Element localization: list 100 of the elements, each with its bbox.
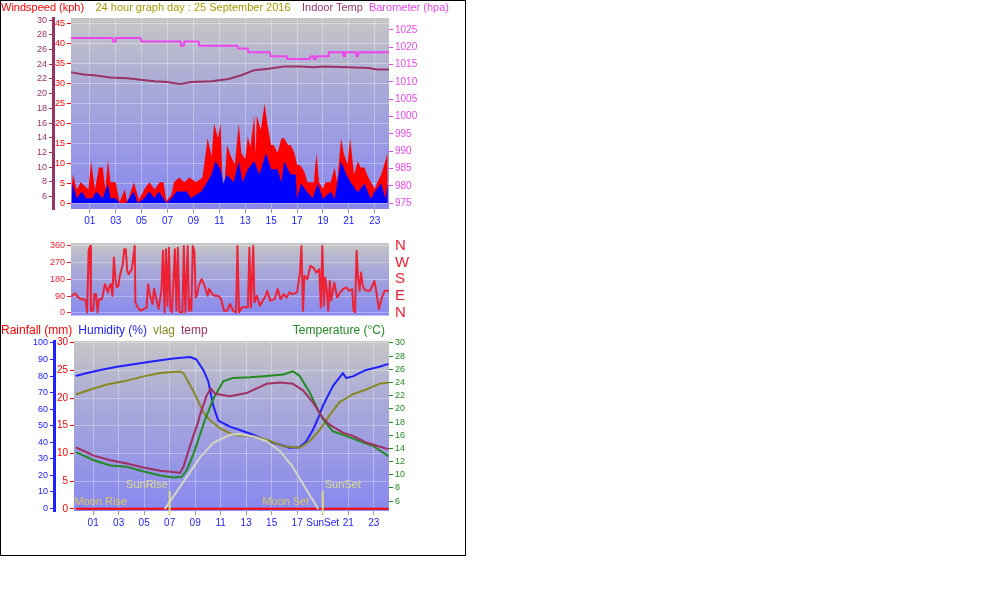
y3-axis-title: Humidity (%)	[78, 323, 148, 337]
text: temp	[181, 323, 208, 337]
x-tick-label: 17	[291, 214, 304, 226]
y2-tick-label: 18	[395, 416, 406, 427]
y-tick-label: 25	[54, 98, 65, 109]
x-tick-label: 07	[161, 214, 174, 226]
y-tick-label: 0	[62, 502, 69, 514]
x-tick-label: 03	[110, 214, 122, 226]
y-tick-label: 90	[54, 290, 65, 301]
y2-tick-label: 980	[395, 179, 413, 191]
y3-tick-label: 80	[37, 370, 48, 381]
x-tick-label: SunSet	[306, 516, 340, 528]
y-tick-label: 180	[49, 273, 65, 284]
x-tick-label: 21	[342, 516, 355, 528]
y3-tick-label: 10	[36, 161, 47, 172]
chart-title: 24 hour graph day : 25 September 2016	[94, 1, 292, 14]
y-tick-label: 10	[54, 157, 65, 168]
x-tick-label: 11	[214, 214, 225, 226]
y3-tick-label: 16	[36, 117, 47, 128]
x-tick-label: 15	[265, 214, 278, 226]
y-tick-label: 20	[56, 391, 69, 403]
y-tick-label: 5	[62, 474, 69, 486]
y-tick-label: 0	[59, 197, 65, 208]
y2-tick-label: 24	[395, 377, 406, 387]
y-tick-label: 0	[59, 307, 65, 318]
annotation: Moon Set	[262, 495, 310, 508]
y3-tick-label: 20	[37, 469, 48, 480]
x-tick-label: 23	[369, 214, 381, 226]
y-tick-label: 40	[54, 38, 65, 49]
x-tick-label: 23	[368, 516, 380, 528]
y2-tick-label: 22	[395, 390, 406, 401]
y-tick-label: 360	[49, 240, 65, 251]
y3-tick-label: 10	[37, 486, 48, 497]
y3-tick-label: 26	[36, 44, 47, 55]
y3-tick-label: 24	[36, 58, 47, 69]
y-tick-label: 15	[56, 419, 69, 431]
x-tick-label: 03	[113, 516, 125, 528]
y2-tick-label: 16	[395, 429, 406, 440]
y2-tick-label: 995	[395, 127, 413, 139]
y3-tick-label: 20	[36, 88, 47, 99]
y-tick-label: 20	[54, 117, 65, 128]
y-tick-label: 15	[54, 137, 65, 148]
y-tick-label: 30	[56, 336, 69, 348]
y2-tick-label: 1010	[395, 75, 418, 87]
ref-line-label: SunRise	[126, 477, 168, 490]
x-tick-label: 19	[317, 214, 329, 226]
y2-tick-label: 1000	[395, 110, 418, 122]
y3-tick-label: 14	[36, 132, 47, 143]
text: N	[395, 236, 406, 254]
x-tick-label: 05	[138, 516, 151, 528]
x-tick-label: 13	[239, 214, 252, 226]
y2-tick-label: 28	[395, 350, 406, 361]
y3-tick-label: 30	[37, 453, 48, 464]
y2-tick-label: 985	[395, 162, 413, 174]
y2-tick-label: 1025	[395, 23, 418, 35]
x-tick-label: 01	[84, 214, 96, 226]
y3-tick-label: 12	[36, 146, 47, 157]
y3-tick-label: 100	[32, 337, 48, 348]
y3-tick-label: 40	[37, 436, 48, 447]
x-tick-label: 09	[189, 516, 202, 528]
y-tick-label: 30	[54, 78, 65, 89]
text: vlag	[153, 323, 176, 337]
y2-tick-label: 30	[395, 337, 406, 348]
x-tick-label: 11	[215, 516, 227, 528]
y2-tick-label: 10	[395, 469, 406, 480]
text: E	[395, 286, 406, 304]
text: S	[395, 269, 406, 287]
y3-tick-label: 0	[42, 502, 48, 513]
annotation: Moon Rise	[74, 495, 128, 508]
y2-tick-label: 14	[395, 442, 406, 453]
y-tick-label: 25	[56, 364, 69, 376]
y3-tick-label: 28	[36, 29, 47, 40]
text: W	[395, 252, 410, 270]
x-tick-label: 17	[291, 516, 304, 528]
y2-tick-label: 1020	[395, 40, 418, 52]
y3-tick-label: 70	[37, 387, 48, 398]
y-tick-label: 45	[54, 18, 65, 29]
y-tick-label: 35	[54, 58, 65, 69]
x-tick-label: 07	[164, 516, 176, 528]
y3-tick-label: 30	[36, 14, 47, 25]
y-axis-title: Windspeed (kph)	[1, 1, 85, 14]
x-tick-label: 21	[343, 214, 355, 226]
y2-tick-label: 6	[395, 495, 401, 506]
y2-tick-label: 990	[395, 144, 413, 156]
x-tick-label: 05	[136, 214, 148, 226]
y2-tick-label: 1015	[395, 58, 418, 70]
ref-line-label: SunSet	[324, 477, 361, 490]
y2-tick-label: 12	[395, 456, 406, 467]
y2-tick-label: 20	[395, 403, 406, 414]
y-tick-label: 10	[56, 447, 69, 459]
y3-tick-label: 6	[41, 191, 47, 201]
y3-tick-label: 90	[37, 354, 48, 365]
y3-tick-label: 22	[36, 73, 47, 84]
x-tick-label: 13	[240, 516, 253, 528]
text: N	[395, 302, 406, 320]
y2-axis-title: Temperature (°C)	[292, 323, 385, 337]
y2-tick-label: 1005	[395, 92, 418, 104]
x-tick-label: 01	[87, 516, 100, 528]
y3-axis-title: Indoor Temp	[301, 1, 363, 14]
y2-axis-title: Barometer (hpa)	[368, 1, 449, 14]
